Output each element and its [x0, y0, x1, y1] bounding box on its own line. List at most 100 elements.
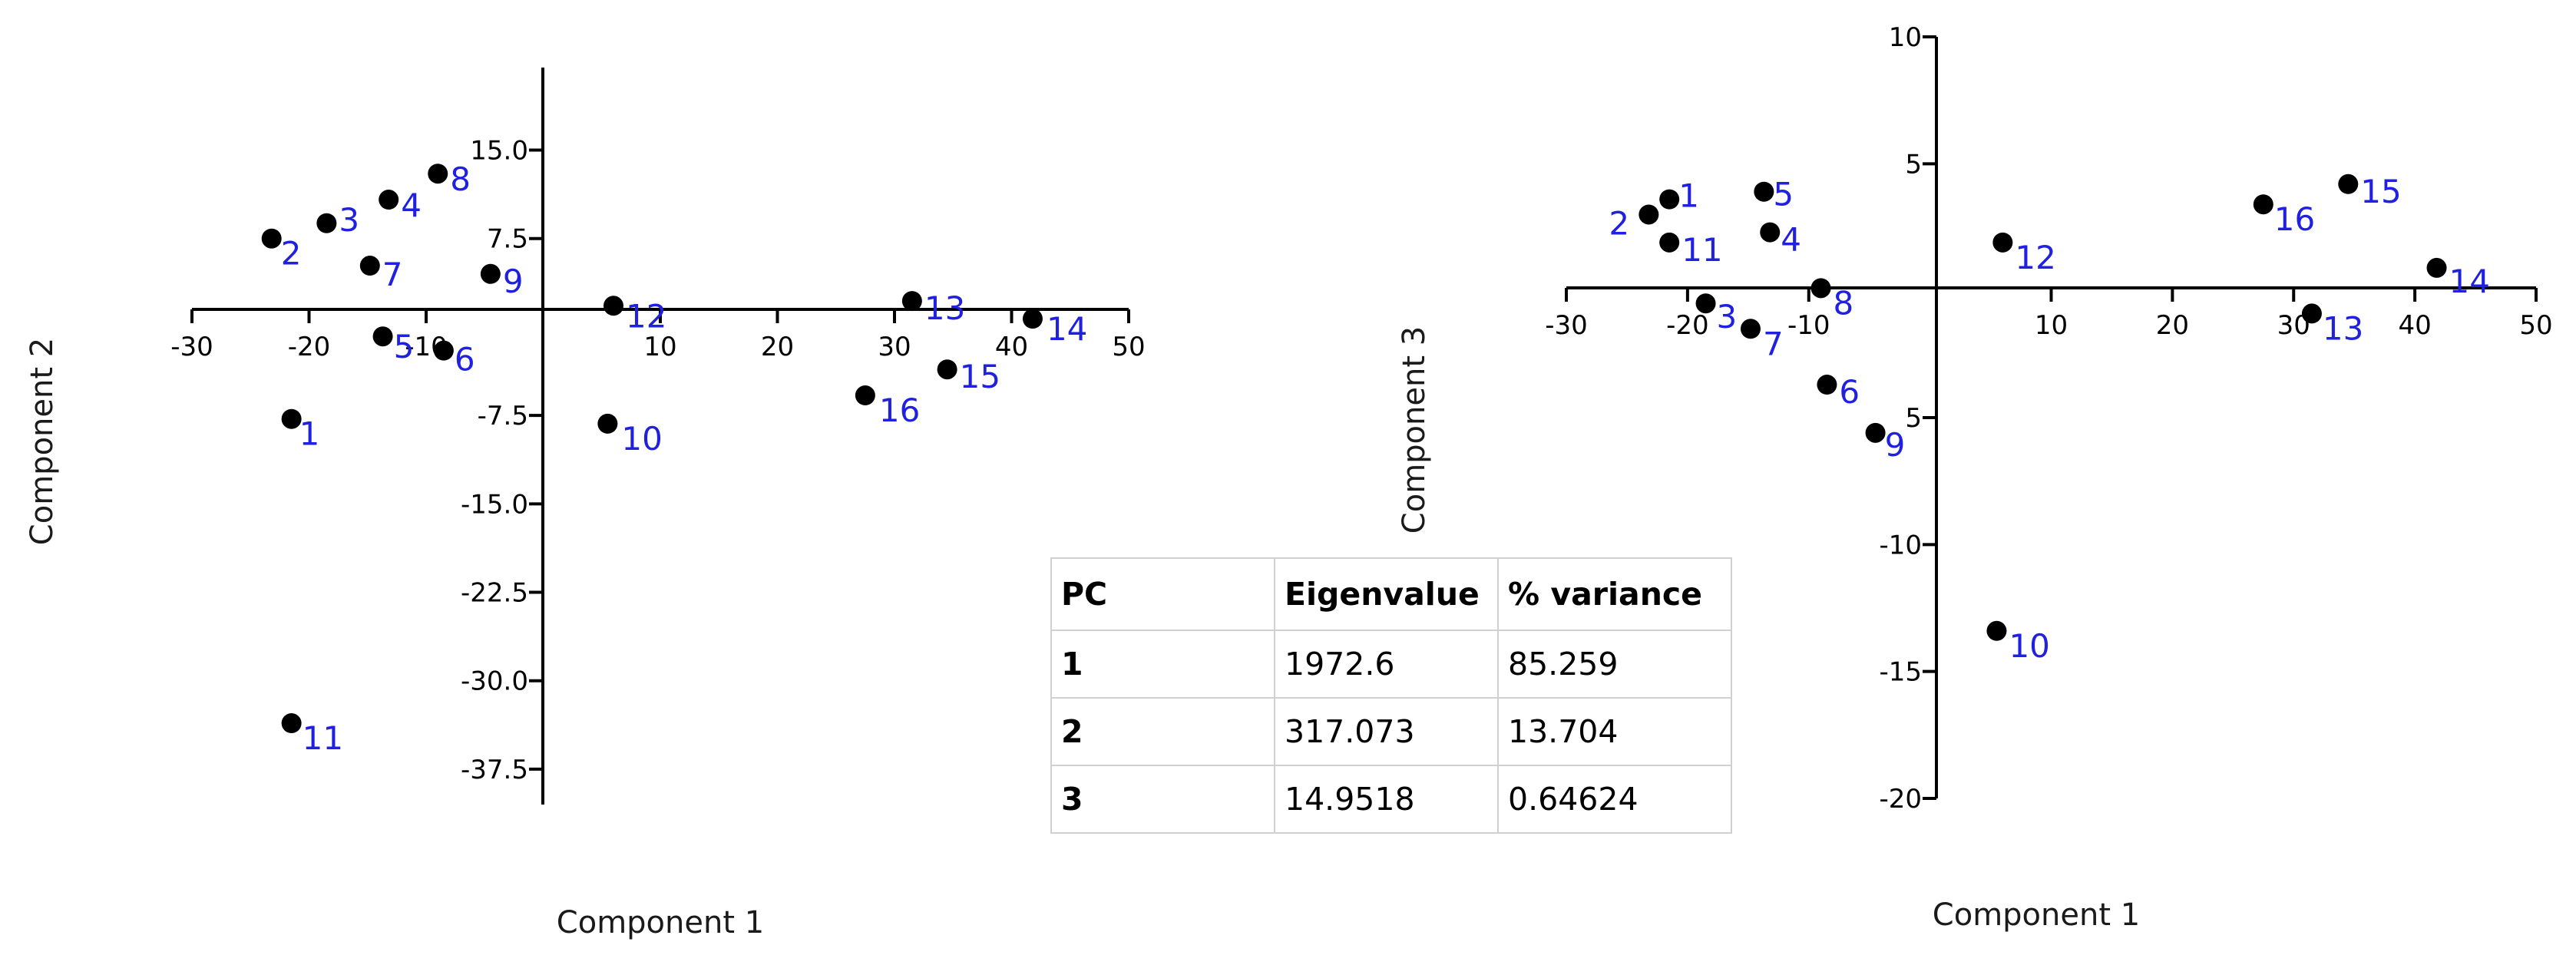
data-point [281, 713, 302, 734]
y-tick-label: -37.5 [461, 755, 528, 785]
data-point [2301, 303, 2322, 324]
data-point-label: 2 [1609, 204, 1629, 242]
data-point-label: 4 [401, 187, 422, 224]
y-tick-label: -22.5 [461, 578, 528, 609]
data-point-label: 16 [879, 392, 920, 429]
data-point [1986, 620, 2007, 641]
data-point [379, 190, 399, 210]
data-point [372, 326, 393, 347]
data-point [428, 164, 448, 184]
data-point [1695, 293, 1716, 314]
data-point-label: 4 [1781, 221, 1801, 259]
data-point [2338, 174, 2359, 194]
x-tick-label: 40 [995, 332, 1028, 362]
table-cell-pc: 2 [1050, 697, 1275, 766]
eigenvalue-table: PC Eigenvalue % variance 1 1972.6 85.259… [1050, 557, 1732, 834]
x-tick-label: -20 [1666, 310, 1709, 341]
y-tick-label: -15 [1879, 657, 1922, 688]
data-point [901, 291, 922, 312]
x-tick-label: 30 [878, 332, 911, 362]
x-tick-label: 50 [1112, 332, 1145, 362]
x-tick-label: -30 [170, 332, 213, 362]
data-point-label: 9 [503, 263, 524, 300]
data-point-label: 1 [299, 415, 320, 453]
data-point [1817, 375, 1837, 395]
data-point-label: 15 [960, 358, 1000, 395]
table-cell-pc: 1 [1050, 630, 1275, 699]
y-tick-label: 5 [1905, 149, 1922, 180]
y-tick-label: -30.0 [461, 666, 528, 697]
x-tick-label: -30 [1545, 310, 1588, 341]
data-point-label: 6 [455, 341, 475, 378]
data-point-label: 5 [394, 328, 415, 365]
table-header-row: PC Eigenvalue % variance [1050, 557, 1732, 631]
data-point [1865, 422, 1886, 443]
data-point-label: 14 [1047, 310, 1087, 348]
data-point-label: 7 [382, 256, 403, 293]
data-point-label: 8 [1834, 284, 1854, 322]
data-point-label: 5 [1773, 176, 1794, 213]
data-point [1639, 204, 1659, 225]
y-tick-label: -7.5 [478, 401, 528, 431]
x-tick-label: 20 [2156, 310, 2189, 341]
table-row: 2 317.073 13.704 [1050, 697, 1732, 766]
table-cell-eigenvalue: 317.073 [1274, 697, 1499, 766]
data-point-label: 15 [2360, 173, 2401, 210]
data-point [1760, 222, 1781, 243]
data-point-label: 10 [2009, 627, 2049, 665]
data-point-label: 3 [339, 201, 359, 239]
x-tick-label: 10 [643, 332, 676, 362]
x-tick-label: -10 [1787, 310, 1830, 341]
data-point [316, 213, 337, 233]
data-point [1754, 181, 1774, 202]
x-axis-title: Component 1 [557, 905, 764, 940]
data-point-label: 13 [924, 289, 965, 327]
data-point [1659, 189, 1680, 210]
x-tick-label: 10 [2035, 310, 2068, 341]
y-tick-label: 5 [1905, 403, 1922, 434]
x-tick-label: -20 [288, 332, 331, 362]
data-point-label: 13 [2323, 309, 2363, 347]
x-tick-label: 40 [2398, 310, 2431, 341]
x-tick-label: 50 [2519, 310, 2552, 341]
table-header-pc: PC [1050, 557, 1275, 631]
y-tick-label: 15.0 [470, 136, 528, 167]
table-cell-eigenvalue: 1972.6 [1274, 630, 1499, 699]
table-cell-eigenvalue: 14.9518 [1274, 765, 1499, 834]
data-point [1992, 232, 2013, 253]
data-point-label: 16 [2274, 200, 2315, 238]
table-cell-variance: 13.704 [1497, 697, 1732, 766]
data-point-label: 7 [1763, 325, 1784, 362]
data-point [603, 296, 623, 316]
data-point [855, 385, 875, 406]
data-point-label: 12 [626, 297, 666, 335]
data-point [2426, 257, 2447, 278]
y-axis-title: Component 3 [1397, 326, 1432, 534]
data-point-label: 10 [621, 420, 662, 458]
table-row: 1 1972.6 85.259 [1050, 630, 1732, 699]
data-point-label: 1 [1678, 177, 1699, 215]
data-point [480, 263, 501, 284]
data-point-label: 6 [1839, 373, 1860, 411]
data-point [433, 340, 454, 361]
data-point [359, 256, 380, 276]
data-point [261, 228, 282, 249]
data-point-label: 11 [1682, 231, 1722, 269]
data-point [937, 359, 957, 380]
data-point [1022, 309, 1043, 329]
data-point-label: 2 [281, 235, 302, 273]
table-cell-variance: 85.259 [1497, 630, 1732, 699]
data-point-label: 14 [2449, 263, 2490, 300]
table-row: 3 14.9518 0.64624 [1050, 765, 1732, 834]
y-tick-label: 10 [1889, 22, 1922, 53]
data-point-label: 9 [1885, 426, 1906, 464]
data-point [597, 413, 618, 434]
y-tick-label: -20 [1879, 784, 1922, 815]
data-point [2253, 194, 2273, 215]
table-cell-variance: 0.64624 [1497, 765, 1732, 834]
data-point-label: 11 [303, 719, 343, 757]
table-header-eigenvalue: Eigenvalue [1274, 557, 1499, 631]
y-tick-label: -10 [1879, 530, 1922, 560]
data-point [281, 408, 302, 429]
